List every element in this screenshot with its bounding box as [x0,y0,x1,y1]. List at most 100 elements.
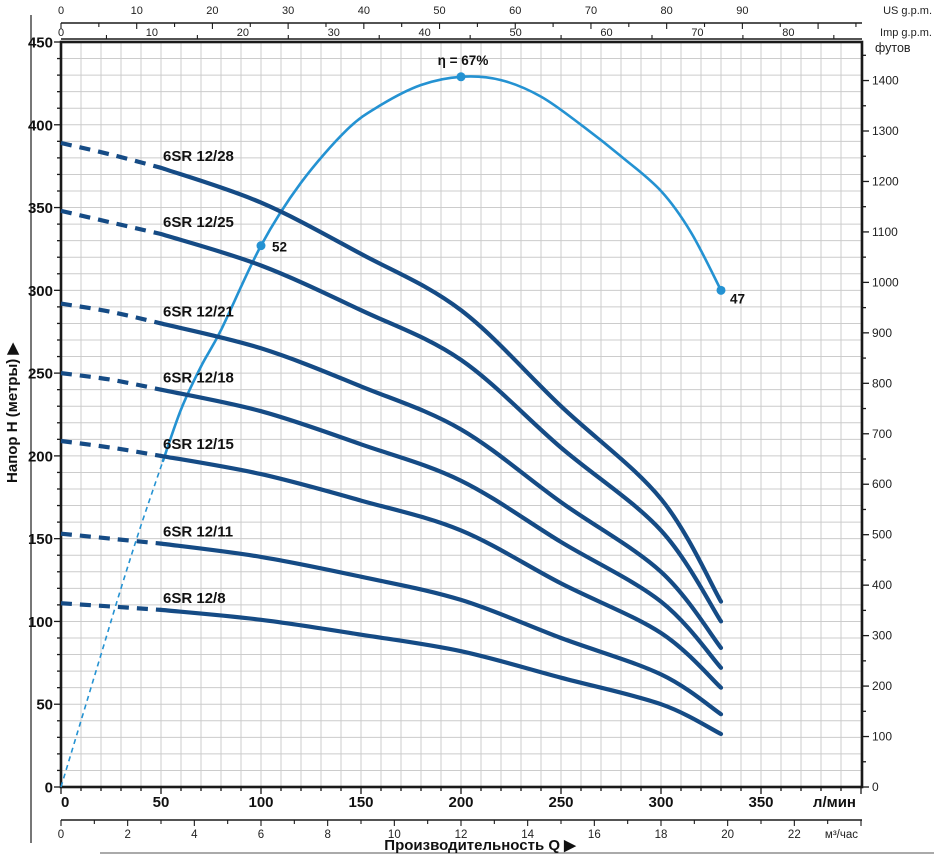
efficiency-point [716,285,726,295]
efficiency-point [456,72,466,82]
tick-label-impgpm: 80 [782,27,794,39]
unit-label-m3h: м³/час [825,829,858,841]
tick-label-m3h: 20 [721,829,734,841]
pump-curve [158,607,724,737]
tick-label-lmin: 250 [548,794,573,811]
unit-label-feet: футов [875,41,911,55]
tick-label-feet: 800 [872,376,892,390]
unit-label-impgpm: Imp g.p.m. [880,27,932,39]
tick-label-usgpm: 40 [358,5,370,17]
tick-label-usgpm: 60 [509,5,521,17]
pump-curves [60,140,724,737]
pump-curve [158,453,724,690]
tick-label-feet: 200 [872,679,892,693]
efficiency-point-label: 47 [730,291,745,306]
pump-curve-dashed [60,371,162,392]
tick-label-metres: 100 [28,614,53,631]
tick-label-metres: 150 [28,531,53,548]
tick-label-impgpm: 20 [237,27,249,39]
tick-label-feet: 700 [872,427,892,441]
tick-label-m3h: 16 [588,829,601,841]
pump-curve-dashed [60,438,162,458]
pump-curve [158,541,724,717]
tick-label-metres: 0 [45,780,53,797]
tick-label-impgpm: 60 [600,27,612,39]
tick-label-feet: 1300 [872,124,899,138]
tick-label-lmin: 200 [448,794,473,811]
tick-label-feet: 600 [872,477,892,491]
pump-curve-label: 6SR 12/28 [163,148,234,165]
pump-curve-dashed [60,140,162,170]
tick-label-feet: 0 [872,780,879,794]
tick-label-usgpm: 20 [206,5,218,17]
efficiency-curve-solid [161,75,723,463]
pump-curve-label: 6SR 12/18 [163,370,234,387]
tick-label-lmin: 150 [348,794,373,811]
y-axis-title: Напор H (метры) ▶ [4,342,21,483]
efficiency-curve-dashed [60,460,164,788]
tick-label-usgpm: 10 [131,5,143,17]
tick-label-m3h: 12 [455,829,468,841]
grid [60,41,862,788]
tick-label-m3h: 18 [655,829,668,841]
pump-curve-label: 6SR 12/15 [163,436,234,453]
tick-label-impgpm: 50 [509,27,521,39]
unit-label-lmin: л/мин [813,794,856,811]
tick-label-m3h: 2 [124,829,130,841]
tick-label-lmin: 350 [748,794,773,811]
tick-label-m3h: 22 [788,829,801,841]
pump-curve-label: 6SR 12/8 [163,590,226,607]
pump-curve [158,231,724,624]
tick-label-feet: 1100 [872,225,898,239]
tick-label-impgpm: 40 [419,27,431,39]
efficiency-curve [60,75,723,788]
tick-label-feet: 300 [872,629,892,643]
tick-label-usgpm: 80 [661,5,673,17]
tick-label-m3h: 0 [58,829,64,841]
tick-label-m3h: 14 [521,829,534,841]
efficiency-point-label: 52 [272,240,287,255]
tick-label-feet: 1000 [872,275,899,289]
tick-label-m3h: 6 [258,829,264,841]
tick-label-m3h: 4 [191,829,198,841]
tick-label-impgpm: 70 [691,27,703,39]
tick-label-usgpm: 0 [58,5,64,17]
tick-label-usgpm: 50 [433,5,445,17]
tick-label-metres: 400 [28,117,53,134]
tick-label-m3h: 8 [324,829,330,841]
tick-label-impgpm: 10 [146,27,158,39]
curve-labels: 6SR 12/28 6SR 12/25 6SR 12/21 6SR 12/18 6SR … [163,148,234,607]
tick-label-feet: 500 [872,528,892,542]
pump-curve-dashed [60,601,162,612]
tick-label-lmin: 0 [61,794,69,811]
tick-label-m3h: 10 [388,829,401,841]
tick-label-lmin: 50 [153,794,170,811]
tick-label-impgpm: 0 [58,27,64,39]
efficiency-point [256,241,266,251]
efficiency-point-label: η = 67% [438,53,489,68]
tick-label-feet: 100 [872,730,892,744]
tick-label-feet: 400 [872,578,892,592]
pump-curve-label: 6SR 12/11 [163,524,233,541]
tick-label-metres: 200 [28,448,53,465]
tick-label-metres: 50 [36,697,53,714]
x-axis-title: Производительность Q ▶ [384,837,577,854]
unit-label-usgpm: US g.p.m. [883,5,932,17]
tick-label-metres: 300 [28,283,53,300]
tick-label-usgpm: 90 [736,5,748,17]
tick-label-usgpm: 70 [585,5,597,17]
tick-label-feet: 900 [872,326,892,340]
tick-label-usgpm: 30 [282,5,294,17]
pump-curve-label: 6SR 12/21 [163,303,234,320]
tick-label-metres: 450 [28,35,53,52]
tick-label-metres: 350 [28,200,53,217]
efficiency-markers: η = 67% 52 47 [256,53,745,306]
pump-curve [158,165,724,604]
tick-label-lmin: 300 [648,794,673,811]
pump-curve-dashed [60,208,162,237]
tick-label-feet: 1200 [872,174,899,188]
pump-curve [158,321,724,650]
tick-label-feet: 1400 [872,74,899,88]
